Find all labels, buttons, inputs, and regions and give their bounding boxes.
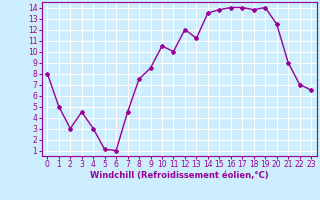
X-axis label: Windchill (Refroidissement éolien,°C): Windchill (Refroidissement éolien,°C) [90,171,268,180]
